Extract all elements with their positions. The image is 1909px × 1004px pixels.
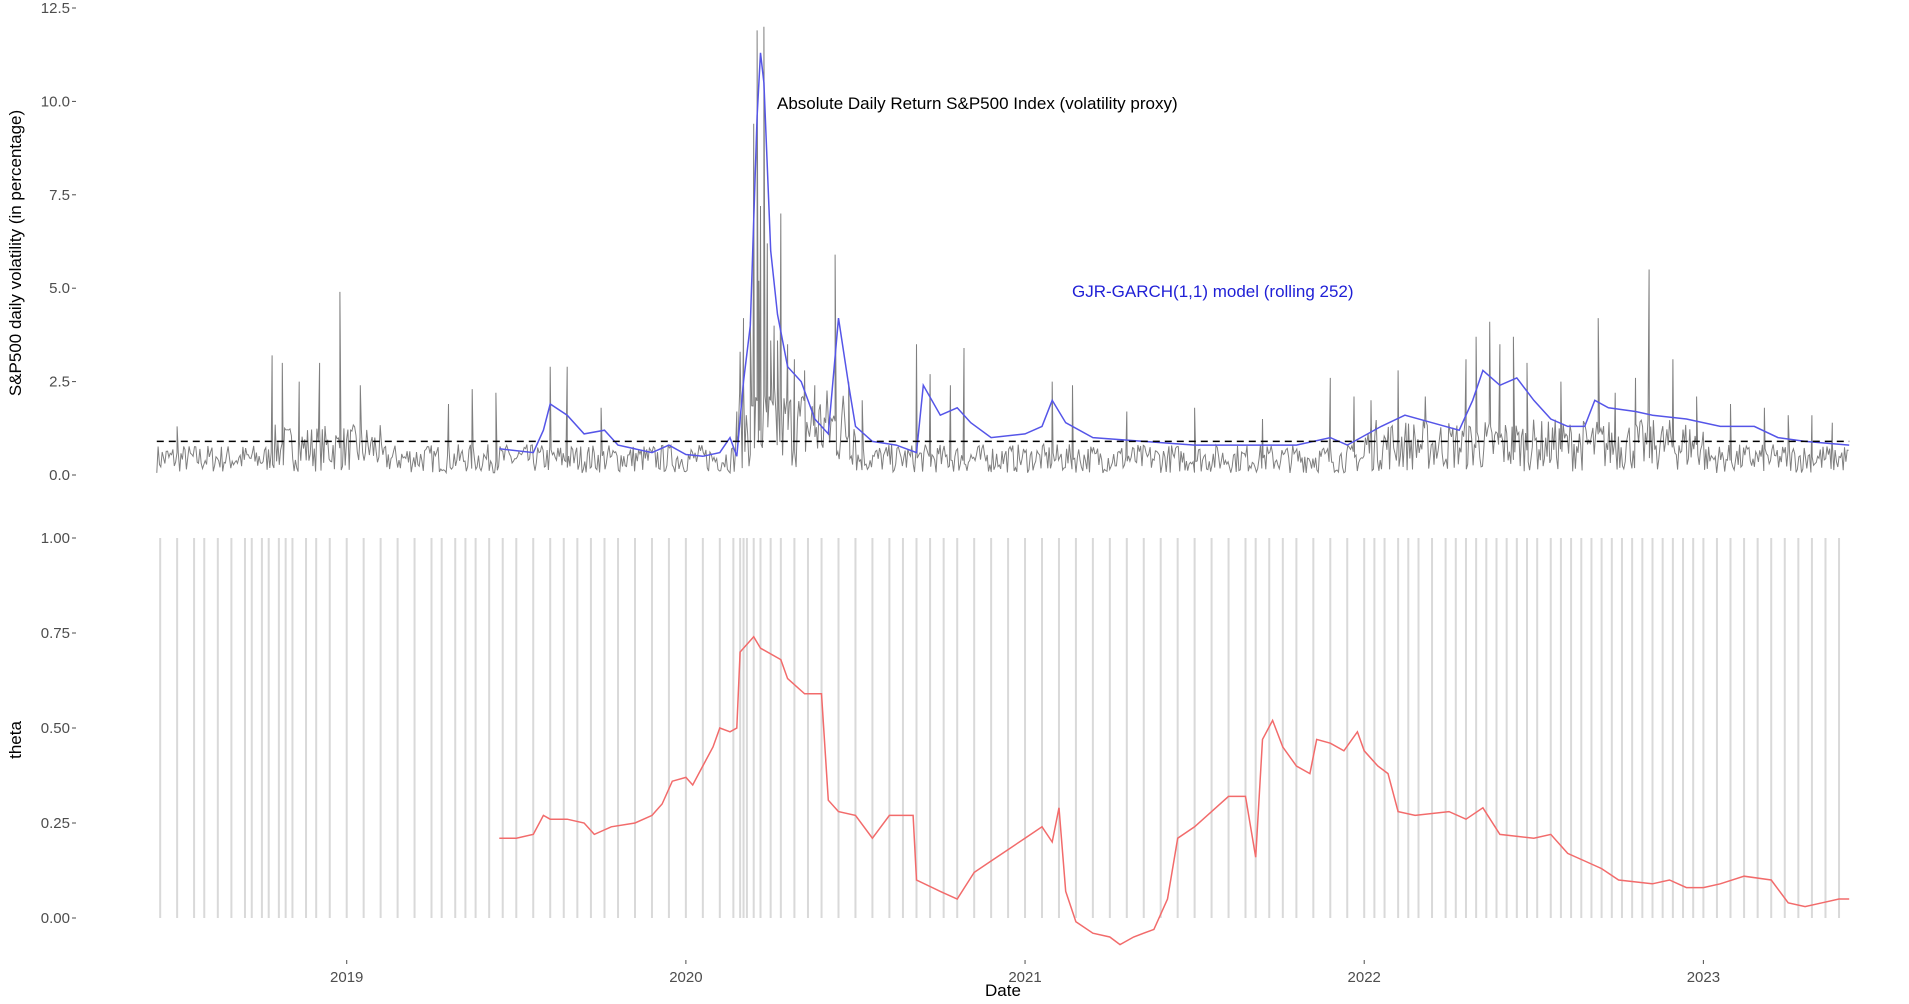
theta-series-line <box>499 635 1850 946</box>
garch-series-line <box>499 52 1850 458</box>
bottom-series <box>499 635 1850 946</box>
top-ytick-label: 2.5 <box>49 374 70 391</box>
top-series <box>156 26 1850 475</box>
top-ytick-label: 10.0 <box>41 93 70 110</box>
xtick-label: 2022 <box>1348 969 1381 986</box>
top-panel: 0.0 2.5 5.0 7.5 10.0 12.5 Absolute Daily Retu… <box>6 0 1850 484</box>
xtick-label: 2021 <box>1008 969 1041 986</box>
x-axis-ticks: 2019 2020 2021 2022 2023 <box>330 960 1720 986</box>
annotation-garch-model: GJR-GARCH(1,1) model (rolling 252) <box>1072 282 1354 301</box>
top-yticks: 0.0 2.5 5.0 7.5 10.0 12.5 <box>41 0 76 484</box>
top-ytick-label: 5.0 <box>49 280 70 297</box>
x-axis-title: Date <box>985 981 1021 1000</box>
absolute-return-series-line <box>156 26 1849 475</box>
xtick-label: 2019 <box>330 969 363 986</box>
bottom-ytick-label: 0.50 <box>41 720 70 737</box>
annotation-absolute-return: Absolute Daily Return S&P500 Index (vola… <box>777 94 1178 113</box>
bottom-ytick-label: 0.00 <box>41 910 70 927</box>
xtick-label: 2023 <box>1687 969 1720 986</box>
top-ytick-label: 0.0 <box>49 467 70 484</box>
bottom-panel: 0.00 0.25 0.50 0.75 1.00 2019 2020 2021 2022 202… <box>6 530 1850 1000</box>
bottom-yticks: 0.00 0.25 0.50 0.75 1.00 <box>41 530 76 927</box>
top-ytick-label: 7.5 <box>49 187 70 204</box>
top-y-axis-title: S&P500 daily volatility (in percentage) <box>6 110 25 396</box>
xtick-label: 2020 <box>669 969 702 986</box>
bottom-ytick-label: 0.75 <box>41 625 70 642</box>
bottom-ytick-label: 0.25 <box>41 815 70 832</box>
bottom-y-axis-title: theta <box>6 721 25 759</box>
top-ytick-label: 12.5 <box>41 0 70 17</box>
regime-shading <box>159 538 1841 918</box>
bottom-ytick-label: 1.00 <box>41 530 70 547</box>
